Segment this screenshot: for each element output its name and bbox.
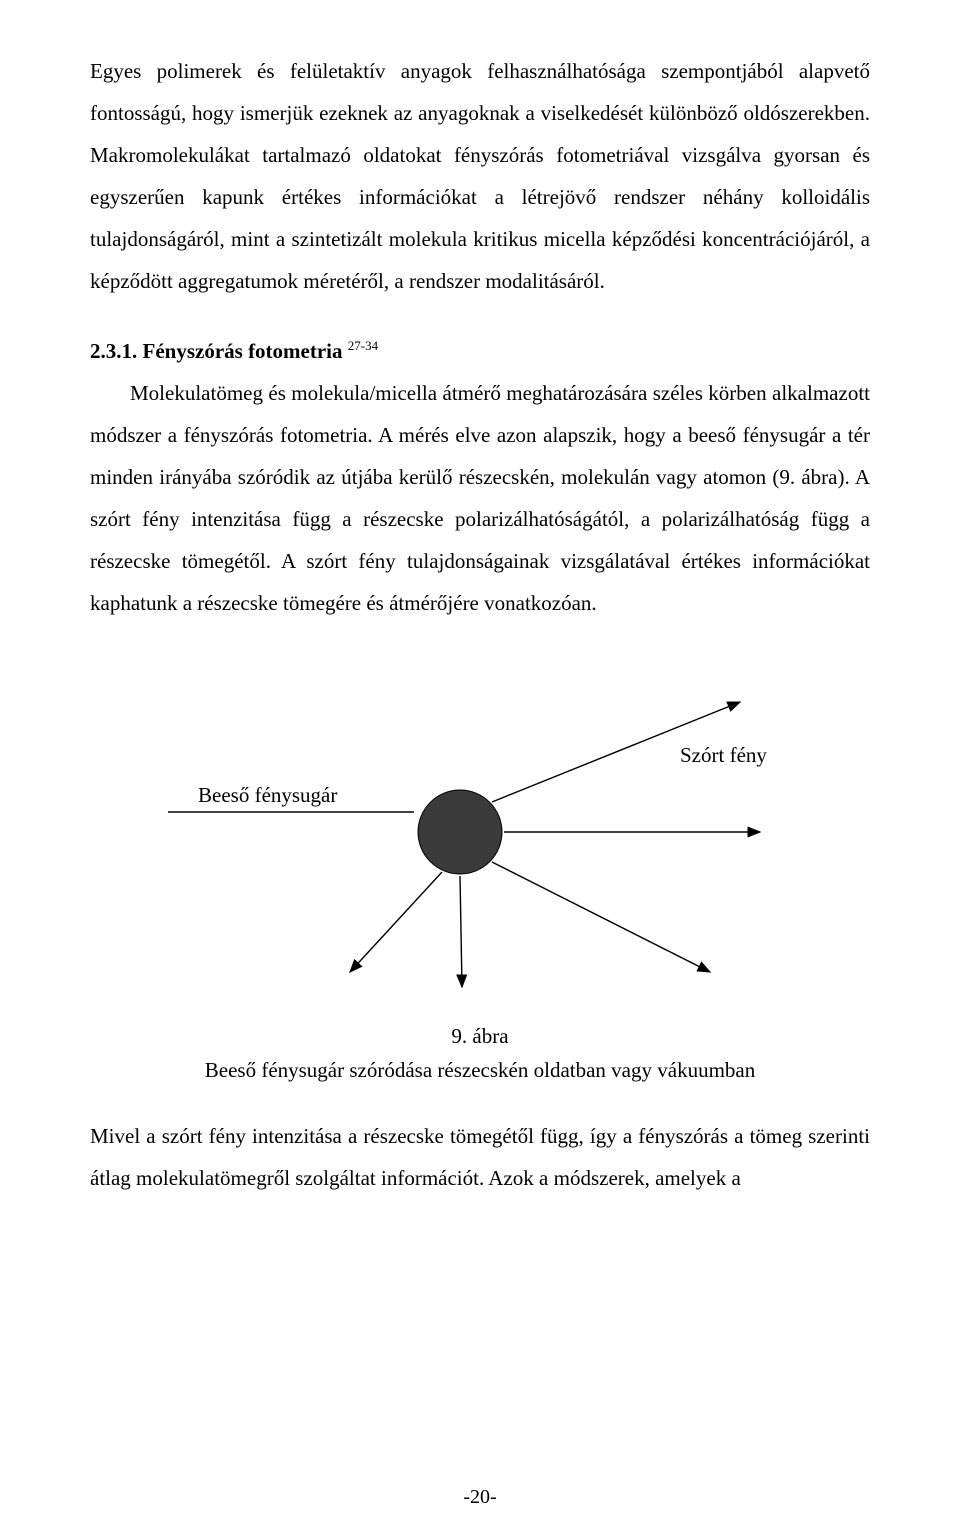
incident-label: Beeső fénysugár [198,783,337,807]
page: Egyes polimerek és felületaktív anyagok … [0,0,960,1537]
figure-number: 9. ábra [90,1020,870,1054]
section-reference: 27-34 [348,338,378,353]
light-scattering-diagram: Beeső fénysugár Szórt fény [90,652,870,1012]
scattered-ray-3 [492,862,710,972]
particle-icon [418,790,502,874]
section-heading: 2.3.1. Fényszórás fotometria 27-34 [90,330,870,372]
paragraph-2: Molekulatömeg és molekula/micella átmérő… [90,372,870,624]
section-number: 2.3.1. [90,339,137,363]
scattering-figure: Beeső fénysugár Szórt fény [120,652,840,1012]
scattered-ray-4 [350,872,442,972]
figure-caption: 9. ábra Beeső fénysugár szóródása részec… [90,1020,870,1087]
section-title: Fényszórás fotometria [143,339,343,363]
paragraph-3: Mivel a szórt fény intenzitása a részecs… [90,1115,870,1199]
page-number: -20- [0,1486,960,1509]
figure-caption-text: Beeső fénysugár szóródása részecskén old… [90,1054,870,1088]
paragraph-1: Egyes polimerek és felületaktív anyagok … [90,50,870,302]
scattered-label: Szórt fény [680,743,767,767]
scattered-ray-5 [460,876,462,987]
